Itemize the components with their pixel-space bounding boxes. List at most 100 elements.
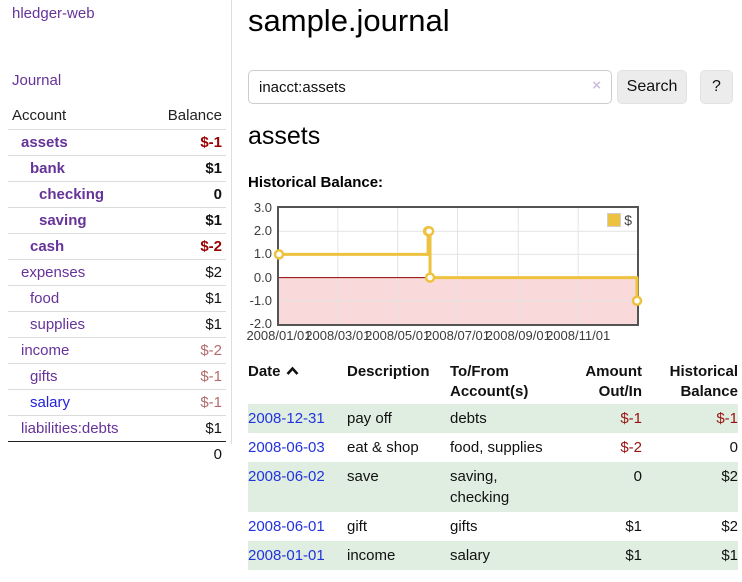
search-button[interactable]: Search [617,70,687,104]
transaction-amount: $-2 [620,439,642,456]
historical-balance-chart: 3.0 2.0 1.0 0.0 -1.0 -2.0 $ 2008/01/01 2008/03… [246,199,742,351]
account-link-gifts[interactable]: gifts [30,368,58,385]
date-header-label: Date [248,363,281,380]
chart-legend: $ [607,212,632,228]
account-balance: $2 [205,264,222,281]
account-column-header: To/From Account(s) [450,363,529,400]
date-column-header[interactable]: Date [248,360,347,404]
register-row: 2008-01-01 income salary $1 $1 [248,541,738,570]
account-link-liabilities-debts[interactable]: liabilities:debts [21,420,119,437]
transaction-date-link[interactable]: 2008-06-01 [248,518,325,535]
transaction-balance: $-1 [716,410,738,427]
account-balance: $1 [205,290,222,307]
account-balance: $1 [205,420,222,437]
transaction-description: income [347,547,396,564]
account-link-income[interactable]: income [21,342,70,359]
register-row: 2008-06-01 gift gifts $1 $2 [248,512,738,541]
account-row-salary: salary $-1 [8,389,226,416]
chart-series-svg [273,208,643,324]
y-axis-tick-label: 2.0 [253,223,272,239]
transaction-balance: $1 [721,547,738,564]
accounts-header-row: Account Balance [8,103,226,130]
account-balance: $1 [205,160,222,177]
legend-label: $ [624,212,632,228]
chart-x-axis-labels: 2008/01/01 2008/03/01 2008/05/01 2008/07/01… [246,328,742,346]
transaction-accounts: salary [450,547,491,564]
account-row-cash: cash $-2 [8,233,226,260]
transaction-balance: $2 [721,468,738,485]
account-link-assets[interactable]: assets [21,134,68,151]
account-link-cash[interactable]: cash [30,238,65,255]
transaction-amount: $-1 [620,410,642,427]
sidebar: hledger-web Journal Account Balance asse… [0,0,232,582]
x-axis-tick-label: 2008/03/01 [305,328,371,343]
transaction-date-link[interactable]: 2008-12-31 [248,410,325,427]
account-row-saving: saving $1 [8,207,226,234]
chart-y-axis-labels: 3.0 2.0 1.0 0.0 -1.0 -2.0 [248,201,272,331]
register-row: 2008-12-31 pay off debts $-1 $-1 [248,404,738,433]
nav-journal-link[interactable]: Journal [12,72,62,89]
transaction-accounts: gifts [450,518,478,535]
sidebar-divider [231,0,232,444]
transaction-balance: 0 [729,439,738,456]
page-title: sample.journal [248,3,450,38]
account-balance: $-1 [200,134,222,151]
account-row-expenses: expenses $2 [8,259,226,286]
transaction-balance: $2 [721,518,738,535]
transaction-date-link[interactable]: 2008-06-02 [248,468,325,485]
account-link-saving[interactable]: saving [39,212,87,229]
y-axis-tick-label: 1.0 [253,246,272,262]
account-row-income: income $-2 [8,337,226,364]
account-balance: $-1 [200,394,222,411]
account-row-food: food $1 [8,285,226,312]
account-link-checking[interactable]: checking [39,186,105,203]
account-row-checking: checking 0 [8,181,226,208]
transaction-accounts: food, supplies [450,439,543,456]
y-axis-tick-label: -2.0 [249,316,272,331]
transaction-amount: $1 [625,518,642,535]
legend-swatch [607,213,622,227]
transaction-amount: 0 [633,468,642,485]
register-table: Date Description To/From Account(s) Amou… [248,360,738,570]
x-axis-tick-label: 2008/09/01 [485,328,551,343]
register-row: 2008-06-02 save saving, checking 0 $2 [248,462,738,512]
account-link-expenses[interactable]: expenses [21,264,86,281]
register-row: 2008-06-03 eat & shop food, supplies $-2… [248,433,738,462]
search-input[interactable] [248,70,612,104]
transaction-accounts: debts [450,410,487,427]
balance-column-header: Balance [167,107,222,124]
app-title-link[interactable]: hledger-web [12,5,95,22]
account-link-bank[interactable]: bank [30,160,66,177]
transaction-date-link[interactable]: 2008-06-03 [248,439,325,456]
sort-ascending-icon [286,366,298,375]
x-axis-tick-label: 2008/05/01 [365,328,431,343]
y-axis-tick-label: 0.0 [253,269,272,285]
x-axis-tick-label: 2008/01/01 [246,328,312,343]
account-row-bank: bank $1 [8,155,226,182]
account-balance: 0 [213,186,222,203]
transaction-date-link[interactable]: 2008-01-01 [248,547,325,564]
main-content: sample.journal × Search ? assets Histori… [246,0,742,582]
account-column-header: Account [12,107,67,124]
account-row-gifts: gifts $-1 [8,363,226,390]
account-link-food[interactable]: food [30,290,60,307]
balance-column-header: Historical Balance [669,363,738,400]
accounts-total-balance: 0 [213,446,222,463]
help-button[interactable]: ? [700,70,733,104]
account-link-supplies[interactable]: supplies [30,316,86,333]
chart-plot-area: $ [273,206,643,326]
register-header-row: Date Description To/From Account(s) Amou… [248,360,738,404]
x-axis-tick-label: 2008/11/01 [546,328,611,343]
clear-search-icon[interactable]: × [592,77,601,94]
account-balance: $-2 [200,342,222,359]
transaction-description: pay off [347,410,392,427]
accounts-total-row: 0 [8,441,226,468]
account-row-liabilities-debts: liabilities:debts $1 [8,415,226,442]
account-balance: $-1 [200,368,222,385]
accounts-table: Account Balance assets $-1 bank $1 check… [8,103,226,467]
account-link-salary[interactable]: salary [30,394,71,411]
chart-title: Historical Balance: [248,174,384,191]
description-column-header: Description [347,363,430,380]
x-axis-tick-label: 2008/07/01 [424,328,491,343]
account-heading: assets [248,122,321,150]
